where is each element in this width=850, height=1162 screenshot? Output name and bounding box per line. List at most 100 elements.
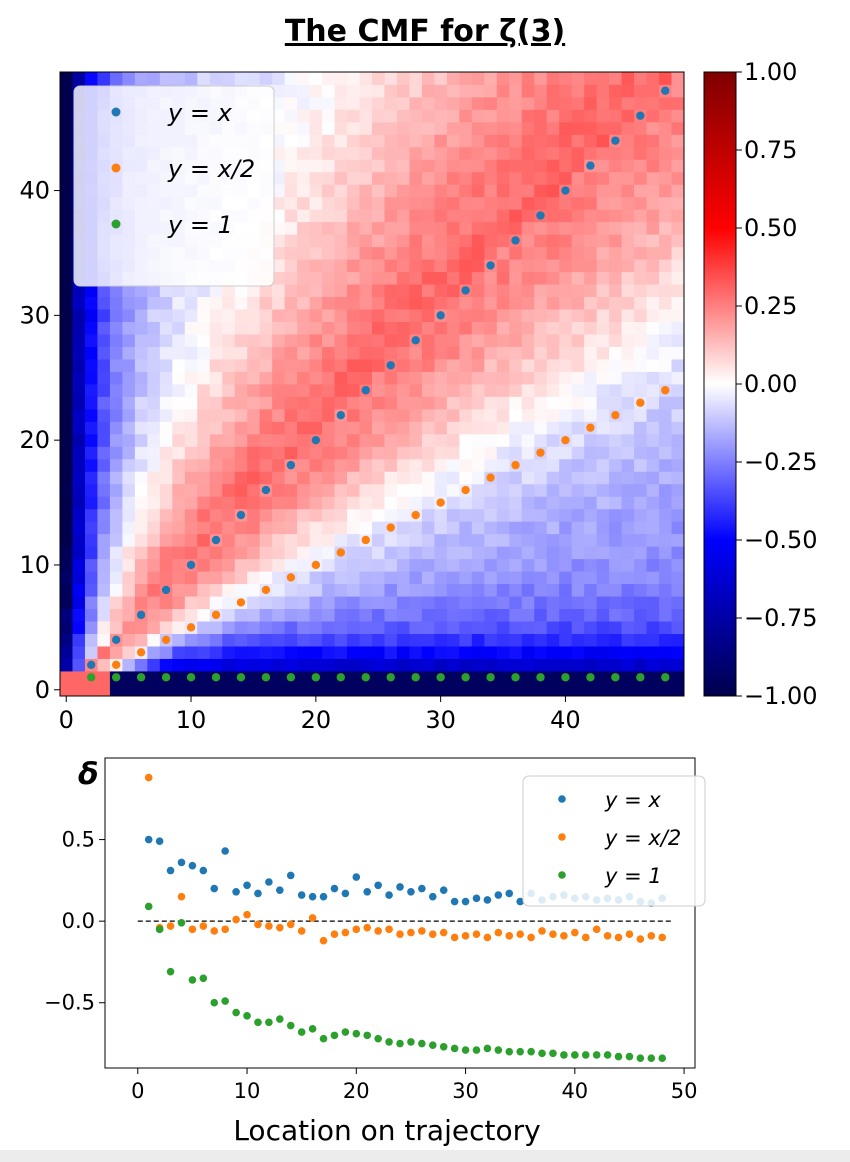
heatmap-cell xyxy=(496,359,510,372)
heatmap-cell xyxy=(297,221,310,235)
heatmap-cell xyxy=(60,159,73,173)
heatmap-cell xyxy=(621,658,635,672)
heatmap-cell xyxy=(659,96,672,110)
heatmap-cell xyxy=(147,633,161,647)
heatmap-cell xyxy=(571,508,585,522)
heatmap-cell xyxy=(484,134,498,148)
heatmap-cell xyxy=(434,433,448,447)
heatmap-cell xyxy=(272,284,286,298)
heatmap-cell xyxy=(284,184,298,198)
heatmap-cell xyxy=(272,596,286,610)
heatmap-cell xyxy=(359,521,373,535)
heatmap-cell xyxy=(259,396,273,410)
overlay-point xyxy=(87,673,96,682)
scatter-point xyxy=(166,866,175,875)
heatmap-cell xyxy=(671,458,685,472)
heatmap-cell xyxy=(421,221,435,235)
heatmap-cell xyxy=(372,571,385,585)
heatmap-cell xyxy=(347,446,360,460)
heatmap-cell xyxy=(272,521,286,535)
scatter-point xyxy=(155,925,164,934)
delta-scatter-chart: δ 0 10 20 30 40 50 0.50.0−0.5 y = xy = x/2y =… xyxy=(44,757,706,1147)
overlay-point xyxy=(636,673,645,682)
heatmap-cell xyxy=(446,359,460,372)
heatmap-cell xyxy=(347,196,360,210)
heatmap-cell xyxy=(671,496,685,510)
scatter-point xyxy=(439,928,448,937)
heatmap-cell xyxy=(659,234,672,248)
heatmap-cell xyxy=(634,284,647,298)
heatmap-cell xyxy=(84,683,98,697)
heatmap-cell xyxy=(234,571,248,585)
heatmap-cell xyxy=(634,621,647,634)
heatmap-cell xyxy=(272,321,286,335)
scatter-point xyxy=(199,974,208,983)
overlay-point xyxy=(161,673,171,682)
heatmap-cell xyxy=(421,171,435,185)
heatmap-cell xyxy=(546,621,560,634)
heatmap-cell xyxy=(60,446,73,460)
heatmap-cell xyxy=(596,134,610,148)
scatter-point xyxy=(221,997,229,1005)
heatmap-cell xyxy=(671,196,685,210)
heatmap-cell xyxy=(122,546,136,560)
heatmap-cell xyxy=(184,571,198,585)
heatmap-cell xyxy=(184,321,198,335)
heatmap-cell xyxy=(496,184,510,198)
heatmap-cell xyxy=(559,109,573,123)
heatmap-cell xyxy=(596,633,610,647)
heatmap-cell xyxy=(334,621,348,634)
heatmap-cell xyxy=(359,371,373,385)
heatmap-cell xyxy=(646,271,660,285)
heatmap-cell xyxy=(559,209,573,223)
heatmap-cell xyxy=(534,84,548,98)
heatmap-cell xyxy=(384,121,398,135)
heatmap-cell xyxy=(421,309,435,322)
heatmap-cell xyxy=(172,508,186,522)
heatmap-cell xyxy=(559,396,573,410)
heatmap-cell xyxy=(334,96,348,110)
heatmap-cell xyxy=(134,371,148,385)
heatmap-cell xyxy=(459,72,473,85)
heatmap-cell xyxy=(634,408,647,422)
heatmap-cell xyxy=(222,621,236,634)
heatmap-cell xyxy=(272,683,286,697)
heatmap-cell xyxy=(421,408,435,422)
heatmap-cell xyxy=(421,433,435,447)
heatmap-cell xyxy=(197,683,211,697)
heatmap-cell xyxy=(496,384,510,397)
heatmap-cell xyxy=(272,196,286,210)
heatmap-cell xyxy=(571,134,585,148)
heatmap-cell xyxy=(496,134,510,148)
heatmap-cell xyxy=(334,446,348,460)
heatmap-cell xyxy=(84,646,98,659)
heatmap-cell xyxy=(546,558,560,572)
heatmap-cell xyxy=(584,296,598,310)
heatmap-cell xyxy=(347,471,360,485)
heatmap-cell xyxy=(471,246,485,260)
heatmap-cell xyxy=(671,633,685,647)
heatmap-cell xyxy=(671,558,685,572)
scatter-point xyxy=(155,837,164,846)
heatmap-cell xyxy=(322,458,335,472)
scatter-point xyxy=(319,892,328,901)
heatmap-cell xyxy=(421,421,435,435)
heatmap-cell xyxy=(634,146,647,160)
heatmap-cell xyxy=(671,608,685,622)
heatmap-cell xyxy=(596,184,610,198)
heatmap-cell xyxy=(621,496,635,510)
heatmap-cell xyxy=(559,309,573,322)
heatmap-cell xyxy=(459,658,473,672)
heatmap-cell xyxy=(147,608,161,622)
heatmap-cell xyxy=(159,496,173,510)
heatmap-cell xyxy=(596,683,610,697)
heatmap-cell xyxy=(172,483,186,497)
heatmap-cell xyxy=(409,109,423,123)
heatmap-cell xyxy=(247,458,261,472)
heatmap-cell xyxy=(109,596,123,610)
overlay-point xyxy=(111,635,121,645)
heatmap-cell xyxy=(97,296,111,310)
heatmap-cell xyxy=(209,571,223,585)
heatmap-cell xyxy=(122,72,136,85)
heatmap-cell xyxy=(60,271,73,285)
